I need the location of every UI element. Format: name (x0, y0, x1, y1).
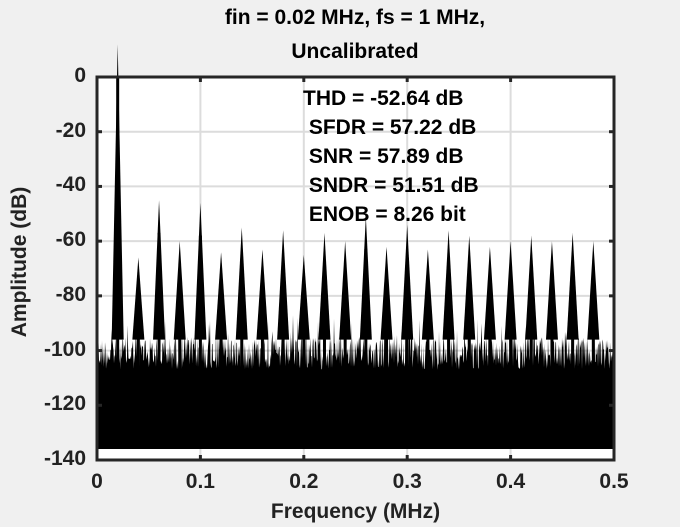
y-tick-label: -60 (55, 228, 86, 252)
x-tick-label: 0.1 (185, 470, 215, 493)
y-axis-label: Amplitude (dB) (8, 186, 31, 338)
sfdr-metric: SFDR = 57.22 dB (303, 116, 477, 139)
thd-metric: THD = -52.64 dB (303, 87, 464, 110)
snr-metric: SNR = 57.89 dB (303, 145, 464, 168)
x-tick-label: 0.4 (495, 470, 526, 493)
x-tick-label: 0 (91, 470, 103, 493)
y-tick-label: -80 (55, 282, 86, 306)
y-tick-label: 0 (74, 64, 86, 87)
x-tick-label: 0.2 (289, 470, 319, 493)
chart-subtitle: Uncalibrated (291, 40, 419, 63)
metrics-annotation: THD = -52.64 dB SFDR = 57.22 dB SNR = 57… (303, 84, 479, 229)
x-axis-label: Frequency (MHz) (270, 500, 441, 523)
enob-metric: ENOB = 8.26 bit (303, 203, 466, 226)
chart-title: fin = 0.02 MHz, fs = 1 MHz, (224, 6, 486, 29)
sndr-metric: SNDR = 51.51 dB (303, 174, 479, 197)
y-tick-label: -120 (43, 392, 86, 416)
y-tick-label: -100 (43, 337, 86, 361)
y-tick-label: -20 (55, 118, 86, 142)
y-tick-label: -140 (43, 447, 86, 470)
x-tick-label: 0.5 (599, 470, 629, 493)
x-tick-label: 0.3 (392, 470, 422, 493)
y-tick-label: -40 (55, 173, 86, 197)
